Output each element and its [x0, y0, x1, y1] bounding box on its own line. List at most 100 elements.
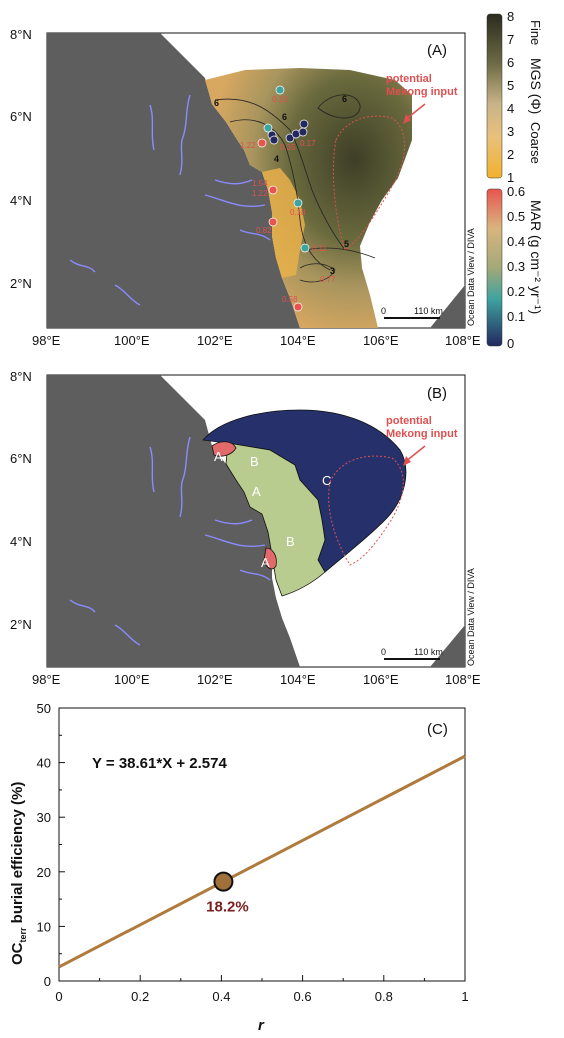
zone-a-south	[263, 547, 277, 570]
mgs-title: MGS (Φ)	[528, 58, 544, 114]
mekong-outline	[328, 455, 404, 566]
mekong-outline	[332, 115, 405, 251]
mgs-tick: 2	[507, 147, 514, 162]
y-tick-label: 6°N	[10, 109, 32, 124]
y-tick-label: 6°N	[10, 451, 32, 466]
y-tick-label: 4°N	[10, 193, 32, 208]
contour-line	[317, 94, 361, 119]
scale-zero: 0	[381, 306, 386, 316]
mgs-tick: 8	[507, 9, 514, 24]
scale-bar-label: 110 km	[414, 647, 443, 657]
regression-equation: Y = 38.61*X + 2.574	[92, 755, 227, 772]
mgs-tick: 4	[507, 101, 514, 116]
x-tick-label: 0.6	[294, 989, 312, 1004]
y-tick-label: 10	[37, 919, 51, 934]
x-tick-label: 104°E	[280, 333, 316, 348]
y-axis-title: OCterr burial efficiency (%)	[9, 782, 28, 965]
y-tick-label: 8°N	[10, 369, 32, 384]
map-credit: Ocean Data View / DIVA	[466, 568, 476, 666]
mgs-tick: 6	[507, 55, 514, 70]
mar-value-label: 0.58	[282, 295, 298, 304]
x-tick-label: 108°E	[445, 333, 481, 348]
y-tick-label: 40	[37, 756, 51, 771]
regression-line	[58, 754, 466, 969]
y-tick-label: 2°N	[10, 617, 32, 632]
mekong-arrowhead	[403, 456, 411, 466]
borneo-land	[430, 625, 465, 667]
zone-label-a: A	[261, 555, 270, 570]
mar-value-label: 0.35	[280, 143, 296, 152]
panel-a-axes: 8°N 6°N 4°N 2°N 98°E 100°E 102°E 104°E 1…	[10, 27, 481, 348]
mekong-annotation-line1: potential	[386, 73, 432, 85]
panel-b-label: (B)	[427, 385, 447, 402]
x-axis-title: r	[258, 1017, 265, 1034]
chart-ticks	[58, 707, 466, 982]
mar-value-label: 0.17	[300, 139, 316, 148]
contour-line	[304, 247, 376, 259]
x-tick-label: 0.8	[375, 989, 393, 1004]
mar-value-label: 0.18	[290, 208, 306, 217]
panel-b-axes: 8°N 6°N 4°N 2°N 98°E 100°E 102°E 104°E 1…	[10, 369, 481, 687]
x-tick-label: 102°E	[197, 333, 233, 348]
mar-tick: 0.1	[507, 309, 525, 324]
y-tick-label: 8°N	[10, 27, 32, 42]
contour-label: 3	[330, 266, 335, 276]
panel-a-label: (A)	[427, 42, 447, 59]
contour-label: 4	[274, 154, 279, 164]
contour-label: 6	[342, 94, 347, 104]
x-tick-label: 108°E	[445, 672, 481, 687]
x-tick-label: 0	[55, 989, 62, 1004]
mar-value-label: 0.82	[256, 226, 272, 235]
mekong-annotation-line1: potential	[386, 415, 432, 427]
x-tick-label: 100°E	[114, 672, 150, 687]
sumatra-land	[47, 186, 210, 328]
zone-label-b: B	[286, 534, 295, 549]
mar-title: MAR (g cm⁻² yr⁻¹)	[528, 200, 544, 314]
mekong-annotation: potential Mekong input	[386, 73, 458, 98]
mekong-annotation-line2: Mekong input	[386, 86, 458, 98]
mar-value-label: 0.10	[272, 95, 288, 104]
zone-label-c: C	[322, 473, 331, 488]
panel-c-label: (C)	[427, 721, 448, 738]
mgs-field	[205, 68, 412, 328]
x-tick-label: 100°E	[114, 333, 150, 348]
mgs-tick: 7	[507, 32, 514, 47]
mar-tick: 0.2	[507, 284, 525, 299]
mekong-annotation: potential Mekong input	[386, 415, 458, 440]
estimate-point-label: 18.2%	[206, 899, 249, 916]
zone-b	[225, 442, 326, 597]
contour-line	[299, 263, 336, 283]
x-tick-label: 98°E	[32, 672, 61, 687]
contour-line	[214, 98, 346, 251]
x-tick-label: 102°E	[197, 672, 233, 687]
scale-bar-label: 110 km	[414, 306, 443, 316]
rivers	[69, 436, 271, 646]
scale-zero: 0	[381, 647, 386, 657]
mekong-arrowhead	[403, 114, 411, 124]
zone-label-a: A	[214, 449, 223, 464]
mar-value-label: 1.22	[240, 141, 256, 150]
zone-a-north	[211, 441, 237, 457]
y-tick-label: 50	[37, 701, 51, 716]
mar-value-label: 1.54	[252, 179, 268, 188]
coarse-band	[262, 168, 305, 278]
mar-tick: 0.5	[507, 209, 525, 224]
mgs-fine-label: Fine	[528, 20, 543, 45]
y-axis-title-main: OC	[9, 942, 26, 965]
plot-frame	[58, 707, 466, 982]
mgs-coarse-label: Coarse	[528, 122, 543, 164]
mar-value-label: 0.77	[320, 275, 336, 284]
y-tick-label: 30	[37, 810, 51, 825]
x-tick-label: 106°E	[363, 672, 399, 687]
zone-label-a: A	[252, 484, 261, 499]
y-tick-label: 0	[44, 974, 51, 989]
mgs-colorbar: 8 7 6 5 4 3 2 1 Fine MGS (Φ) Coarse	[486, 9, 544, 185]
mekong-annotation-line2: Mekong input	[386, 428, 458, 440]
contour-label: 6	[282, 112, 287, 122]
x-tick-label: 104°E	[280, 672, 316, 687]
map-credit: Ocean Data View / DIVA	[466, 228, 476, 326]
mar-value-label: 1.22	[252, 189, 268, 198]
mar-tick: 0.4	[507, 234, 525, 249]
x-tick-label: 0.2	[131, 989, 149, 1004]
